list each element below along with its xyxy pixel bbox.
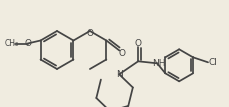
Text: O: O: [118, 49, 125, 58]
Text: Cl: Cl: [208, 58, 216, 67]
Text: N: N: [115, 70, 122, 79]
Text: O: O: [134, 39, 141, 48]
Text: NH: NH: [152, 59, 165, 68]
Text: CH₃: CH₃: [4, 39, 19, 48]
Text: O: O: [24, 39, 31, 48]
Text: O: O: [86, 28, 93, 37]
